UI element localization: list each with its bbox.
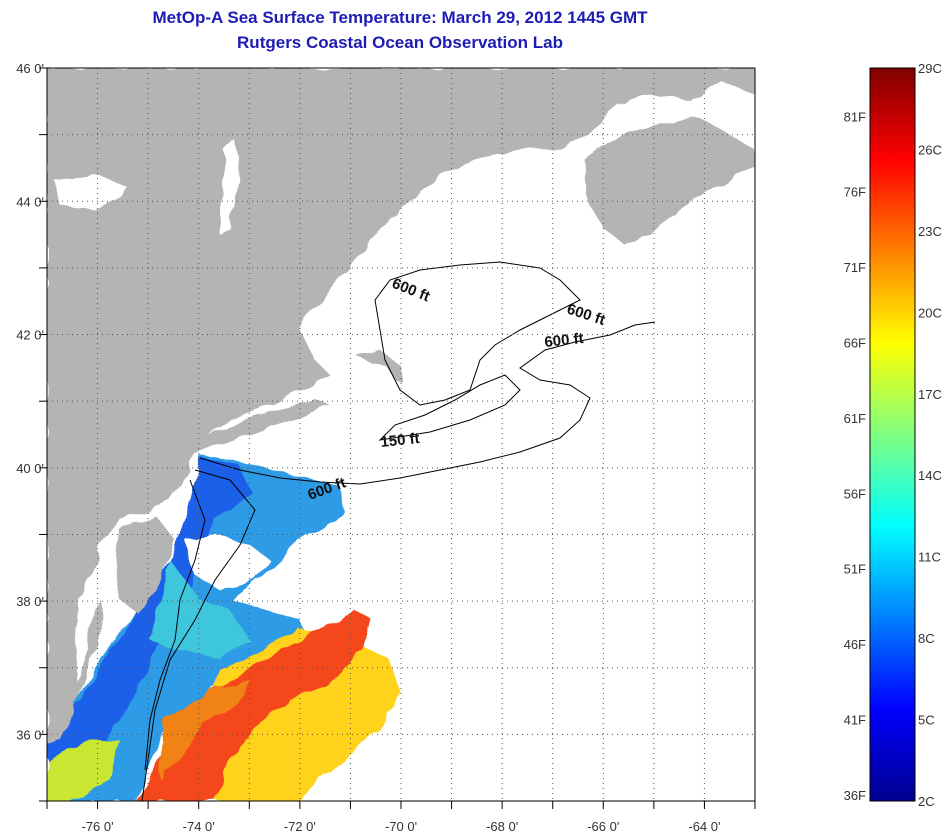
- longitude-labels: -76 0' -74 0' -72 0' -70 0' -68 0' -66 0' -64 …: [82, 819, 721, 834]
- sst-gulf-stream: [135, 608, 370, 801]
- colorbar-celsius-label: 20C: [918, 305, 942, 320]
- colorbar-celsius-label: 2C: [918, 794, 935, 809]
- colorbar-fahrenheit-label: 71F: [844, 260, 866, 275]
- land-cape-cod: [355, 350, 405, 385]
- chart-title: MetOp-A Sea Surface Temperature: March 2…: [0, 0, 800, 55]
- land-nova-scotia: [585, 118, 755, 245]
- colorbar-celsius-label: 26C: [918, 142, 942, 157]
- lon-tick-label: -66 0': [587, 819, 619, 834]
- colorbar-celsius-label: 23C: [918, 224, 942, 239]
- axis-ticks: [39, 67, 756, 809]
- contour-gulf-of-maine: [374, 261, 581, 406]
- contour-coastal: [144, 479, 206, 771]
- colorbar-ramp: [869, 67, 916, 802]
- lon-tick-label: -70 0': [385, 819, 417, 834]
- lat-tick-label: 40 0': [16, 461, 44, 476]
- chesapeake-bay: [75, 540, 110, 680]
- lon-tick-label: -76 0': [82, 819, 114, 834]
- colorbar-fahrenheit-label: 61F: [844, 411, 866, 426]
- colorbar-celsius-label: 5C: [918, 713, 935, 728]
- contour-georges-bank: [378, 374, 521, 441]
- title-line-1: MetOp-A Sea Surface Temperature: March 2…: [152, 8, 648, 27]
- colorbar-celsius-label: 29C: [918, 61, 942, 76]
- colorbar-celsius-label: 11C: [918, 550, 941, 565]
- lat-tick-label: 38 0': [16, 594, 44, 609]
- contour-600ft-shelf-break: [199, 321, 656, 485]
- colorbar-celsius-label: 8C: [918, 631, 935, 646]
- lat-tick-label: 44 0': [16, 194, 44, 209]
- colorbar-fahrenheit-label: 56F: [844, 486, 866, 501]
- sst-south-lime: [47, 740, 120, 801]
- map-content: 600 ft 600 ft 600 ft 150 ft 600 ft: [47, 68, 755, 801]
- latitude-labels: 46 0' 44 0' 42 0' 40 0' 38 0' 36 0': [16, 61, 44, 742]
- colorbar-celsius-label: 14C: [918, 468, 942, 483]
- contour-label-150ft: 150 ft: [380, 430, 421, 451]
- lake-ontario: [55, 175, 130, 210]
- contour-150ft-shelf: [141, 469, 256, 801]
- lake-champlain: [220, 140, 240, 235]
- colorbar-fahrenheit-label: 36F: [844, 788, 866, 803]
- sst-warm-yellow: [180, 630, 400, 801]
- lat-tick-label: 42 0': [16, 328, 44, 343]
- lon-tick-label: -64 0': [688, 819, 720, 834]
- land-delmarva: [115, 515, 175, 615]
- colorbar-fahrenheit-label: 76F: [844, 185, 866, 200]
- colorbar-celsius-label: 17C: [918, 387, 942, 402]
- colorbar-fahrenheit-label: 46F: [844, 637, 866, 652]
- colorbar-fahrenheit-label: 41F: [844, 713, 866, 728]
- lat-tick-label: 36 0': [16, 727, 44, 742]
- colorbar-fahrenheit-labels: 81F 76F 71F 66F 61F 56F 51F 46F 41F 36F: [844, 109, 866, 803]
- lat-tick-label: 46 0': [16, 61, 44, 76]
- land-north-america: [47, 68, 755, 745]
- land-masses: [47, 68, 755, 745]
- colorbar-fahrenheit-label: 66F: [844, 335, 866, 350]
- land-long-island: [185, 400, 330, 455]
- lon-tick-label: -68 0': [486, 819, 518, 834]
- colorbar-celsius-labels: 29C 26C 23C 20C 17C 14C 11C 8C 5C 2C: [918, 61, 942, 809]
- title-line-2: Rutgers Coastal Ocean Observation Lab: [237, 33, 563, 52]
- graticule-grid: [47, 68, 755, 801]
- colorbar-fahrenheit-label: 81F: [844, 109, 866, 124]
- sst-gulf-stream-core: [160, 680, 250, 780]
- bathymetry-contours: [141, 261, 656, 801]
- lon-tick-label: -74 0': [183, 819, 215, 834]
- contour-label-600ft-georges: 600 ft: [544, 330, 585, 351]
- colorbar-fahrenheit-label: 51F: [844, 562, 866, 577]
- lon-tick-label: -72 0': [284, 819, 316, 834]
